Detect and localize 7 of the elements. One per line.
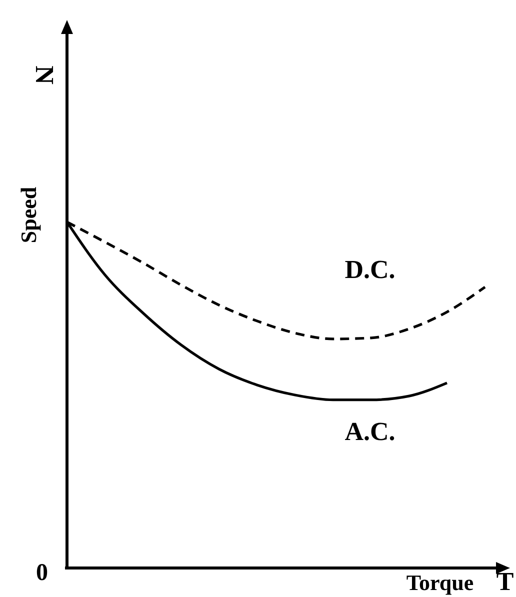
series-label: A.C.	[344, 417, 396, 446]
annotation: T	[496, 567, 514, 596]
series-label: D.C.	[344, 255, 396, 284]
text: 0	[36, 560, 48, 586]
text: N	[30, 66, 60, 85]
y-axis-title: Speed	[16, 186, 41, 244]
x-axis-title: Torque	[406, 570, 474, 595]
